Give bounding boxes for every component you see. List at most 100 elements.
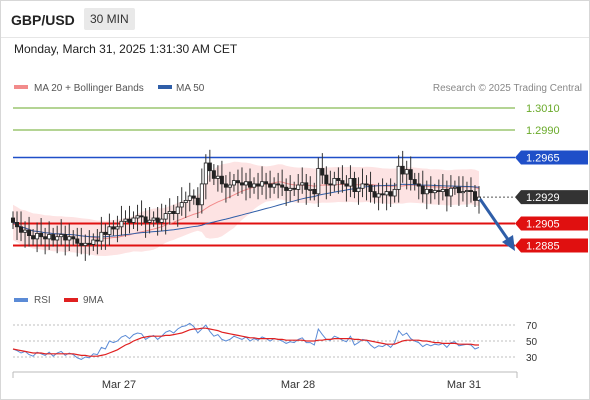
candle [187, 182, 192, 212]
candle [472, 185, 477, 207]
candle [456, 176, 461, 206]
candle-body-down [412, 179, 417, 185]
candle-body-up [151, 217, 156, 221]
candle-body-up [296, 184, 301, 190]
candle-body-up [35, 232, 40, 240]
candle [111, 220, 116, 236]
rsi-ma-line [12, 327, 479, 357]
candle [127, 205, 132, 234]
candle [436, 179, 441, 205]
candle-body-down [51, 234, 56, 241]
candle-body-down [364, 183, 369, 186]
rsi-panel: 70 50 30 [12, 321, 538, 364]
candle [10, 211, 15, 229]
candle [123, 210, 128, 237]
candle-body-up [452, 186, 457, 189]
candle-body-up [163, 213, 168, 220]
level-label: 1.3010 [526, 103, 560, 115]
timeframe-badge[interactable]: 30 MIN [84, 8, 135, 30]
level-label: 1.2965 [526, 153, 560, 165]
candle [320, 153, 325, 184]
candle [316, 157, 321, 207]
candle [432, 183, 437, 200]
candle-body-down [284, 186, 289, 191]
candle [336, 167, 341, 194]
candle [135, 204, 140, 232]
candle-body-up [432, 190, 437, 194]
candle [252, 177, 257, 194]
candle [71, 230, 76, 246]
candle [35, 222, 40, 253]
candle-body-down [219, 175, 224, 185]
candle [376, 182, 381, 211]
candle [79, 227, 84, 255]
candle [288, 175, 293, 202]
candle [55, 225, 60, 254]
candle-body-down [352, 177, 357, 192]
candle-body-down [256, 183, 261, 187]
chart-header: GBP/USD 30 MIN [1, 1, 589, 38]
ma50-legend-label: MA 50 [176, 83, 205, 94]
candle-body-down [472, 191, 477, 201]
candle-body-up [83, 242, 88, 246]
rsi-ma-legend-label: 9MA [83, 295, 104, 306]
forecast-arrow-icon [502, 235, 515, 251]
candle-body-down [155, 217, 160, 223]
candle [47, 221, 52, 250]
candle-body-up [179, 202, 184, 208]
candle [223, 175, 228, 203]
candle-body-up [272, 183, 277, 188]
candle [444, 180, 449, 212]
candle [308, 176, 313, 201]
candle-body-up [404, 169, 409, 175]
candle [296, 174, 301, 203]
candle-body-down [420, 185, 425, 195]
candle [91, 233, 96, 251]
candle-body-up [384, 191, 389, 196]
candle [163, 204, 168, 235]
candle [43, 227, 48, 255]
candle-body-down [444, 188, 449, 197]
candle [324, 166, 329, 200]
candle [191, 189, 196, 205]
candle [51, 227, 56, 247]
candle [328, 170, 333, 196]
candle-body-up [227, 184, 232, 188]
candle [356, 177, 361, 205]
candle [195, 187, 200, 218]
candle-body-up [47, 234, 52, 240]
level-tag [515, 190, 588, 205]
candle [99, 216, 104, 250]
candle-body-up [183, 199, 188, 203]
candle [15, 211, 20, 240]
candle [239, 167, 244, 194]
level-tag [515, 216, 588, 231]
candle [143, 208, 148, 238]
candle [312, 182, 317, 201]
candle-body-up [59, 234, 64, 238]
candle [380, 178, 385, 204]
candle-body-down [456, 186, 461, 194]
candle [67, 223, 72, 251]
candle-body-down [268, 183, 273, 188]
candle-body-down [400, 165, 405, 175]
candle-body-up [260, 181, 265, 187]
candle-body-down [408, 169, 413, 180]
candle-body-down [248, 181, 253, 188]
candle [107, 213, 112, 246]
rsi-scale-label: 30 [526, 353, 538, 364]
candle-body-up [440, 188, 445, 192]
candle-body-up [376, 193, 381, 198]
candle [227, 171, 232, 199]
candle-body-down [280, 184, 285, 188]
candle-body-up [187, 195, 192, 201]
candle [39, 218, 44, 246]
candle [175, 196, 180, 227]
candle-body-up [91, 239, 96, 245]
x-tick-label: Mar 28 [281, 379, 315, 391]
candle-body-down [235, 180, 240, 184]
candle-body-down [31, 235, 36, 240]
candle-body-up [175, 206, 180, 214]
candle-body-up [288, 187, 293, 191]
candle-body-down [127, 218, 132, 223]
